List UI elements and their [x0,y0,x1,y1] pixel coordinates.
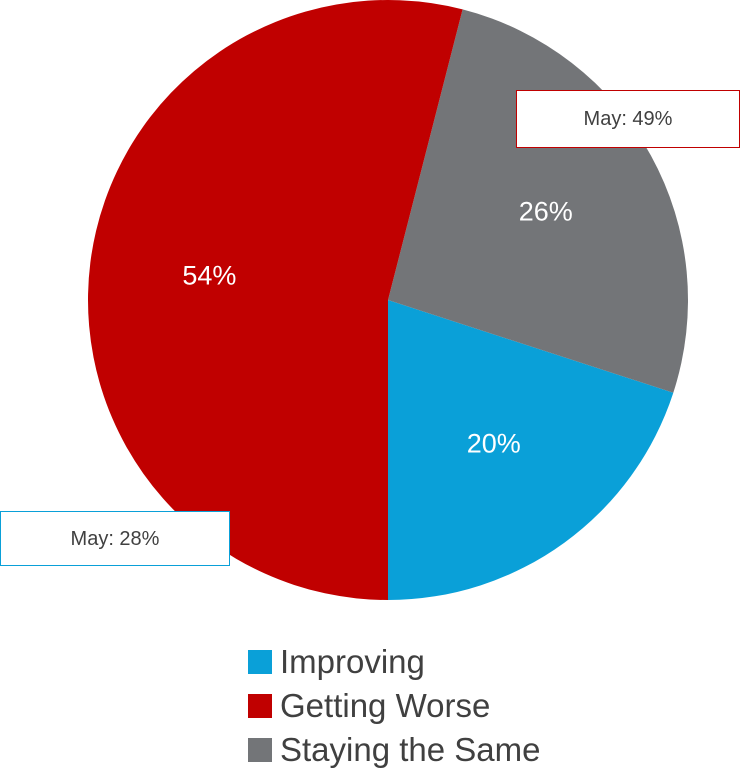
legend-label-improving: Improving [280,643,425,680]
legend-label-getting-worse: Getting Worse [280,687,491,724]
legend-swatch-improving [248,650,272,674]
slice-label-staying-the-same: 26% [519,196,573,226]
pie-slice-getting-worse [88,0,463,600]
legend-swatch-getting-worse [248,694,272,718]
legend-swatch-staying-the-same [248,738,272,762]
callout-getting-worse-text: May: 49% [583,108,673,130]
callout-improving: May: 28% [0,511,230,566]
callout-improving-text: May: 28% [70,527,160,550]
legend-item-staying-the-same: Staying the Same [248,728,541,772]
slice-label-getting-worse: 54% [182,261,236,291]
legend-label-staying-the-same: Staying the Same [280,731,541,768]
legend-item-improving: Improving [248,640,541,684]
pie-slice-improving [388,300,674,600]
callout-getting-worse: May: 49% [516,90,740,148]
slice-label-improving: 20% [467,429,521,459]
legend-item-getting-worse: Getting Worse [248,684,541,728]
chart-legend: Improving Getting Worse Staying the Same [248,640,541,772]
